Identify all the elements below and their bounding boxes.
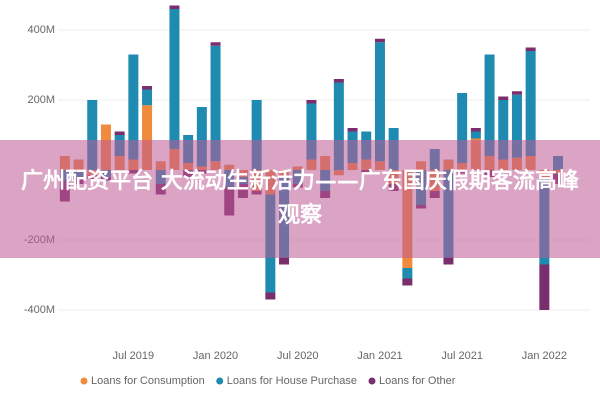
bar-segment — [374, 42, 385, 162]
bar-segment — [347, 128, 358, 132]
x-tick-label: Jul 2019 — [113, 350, 155, 362]
legend-marker — [216, 377, 224, 385]
bar-segment — [196, 107, 207, 167]
legend-marker — [80, 377, 88, 385]
bar-segment — [539, 264, 550, 310]
y-tick-label: 400M — [27, 24, 55, 36]
bar-segment — [525, 47, 536, 51]
bar-segment — [210, 42, 221, 46]
bar-segment — [511, 91, 522, 95]
x-tick-label: Jul 2021 — [441, 350, 483, 362]
bar-segment — [498, 96, 509, 100]
bar-segment — [87, 100, 98, 170]
bar-segment — [457, 93, 468, 163]
bar-segment — [265, 292, 276, 300]
bar-segment — [142, 89, 153, 106]
x-tick-label: Jan 2022 — [522, 350, 567, 362]
bar-segment — [169, 5, 180, 9]
x-tick-label: Jan 2020 — [193, 350, 238, 362]
bar-segment — [128, 54, 139, 160]
legend-marker — [368, 377, 376, 385]
x-tick-label: Jan 2021 — [357, 350, 402, 362]
bar-segment — [279, 257, 290, 265]
x-tick-label: Jul 2020 — [277, 350, 319, 362]
bar-segment — [374, 38, 385, 43]
bar-segment — [470, 131, 481, 139]
legend-label: Loans for Consumption — [91, 375, 205, 387]
bar-segment — [525, 51, 536, 156]
bar-segment — [484, 54, 495, 156]
bar-segment — [498, 100, 509, 160]
bar-segment — [402, 268, 413, 279]
bar-segment — [333, 82, 344, 170]
legend-label: Loans for Other — [379, 375, 456, 387]
bar-segment — [306, 100, 317, 104]
bar-segment — [114, 131, 125, 135]
bar-segment — [402, 278, 413, 286]
bar-segment — [251, 100, 262, 170]
bar-segment — [511, 94, 522, 158]
y-tick-label: 200M — [27, 94, 55, 106]
legend-label: Loans for House Purchase — [227, 375, 357, 387]
overlay-banner: 广州配资平台 大流动生新活力——广东国庆假期客流高峰观察 — [0, 140, 600, 258]
bar-segment — [210, 45, 221, 162]
bar-segment — [169, 9, 180, 149]
bar-segment — [142, 105, 153, 170]
bar-segment — [443, 257, 454, 265]
y-tick-label: -400M — [24, 304, 55, 316]
bar-segment — [333, 79, 344, 83]
bar-segment — [306, 103, 317, 160]
bar-segment — [470, 128, 481, 132]
bar-segment — [142, 86, 153, 90]
